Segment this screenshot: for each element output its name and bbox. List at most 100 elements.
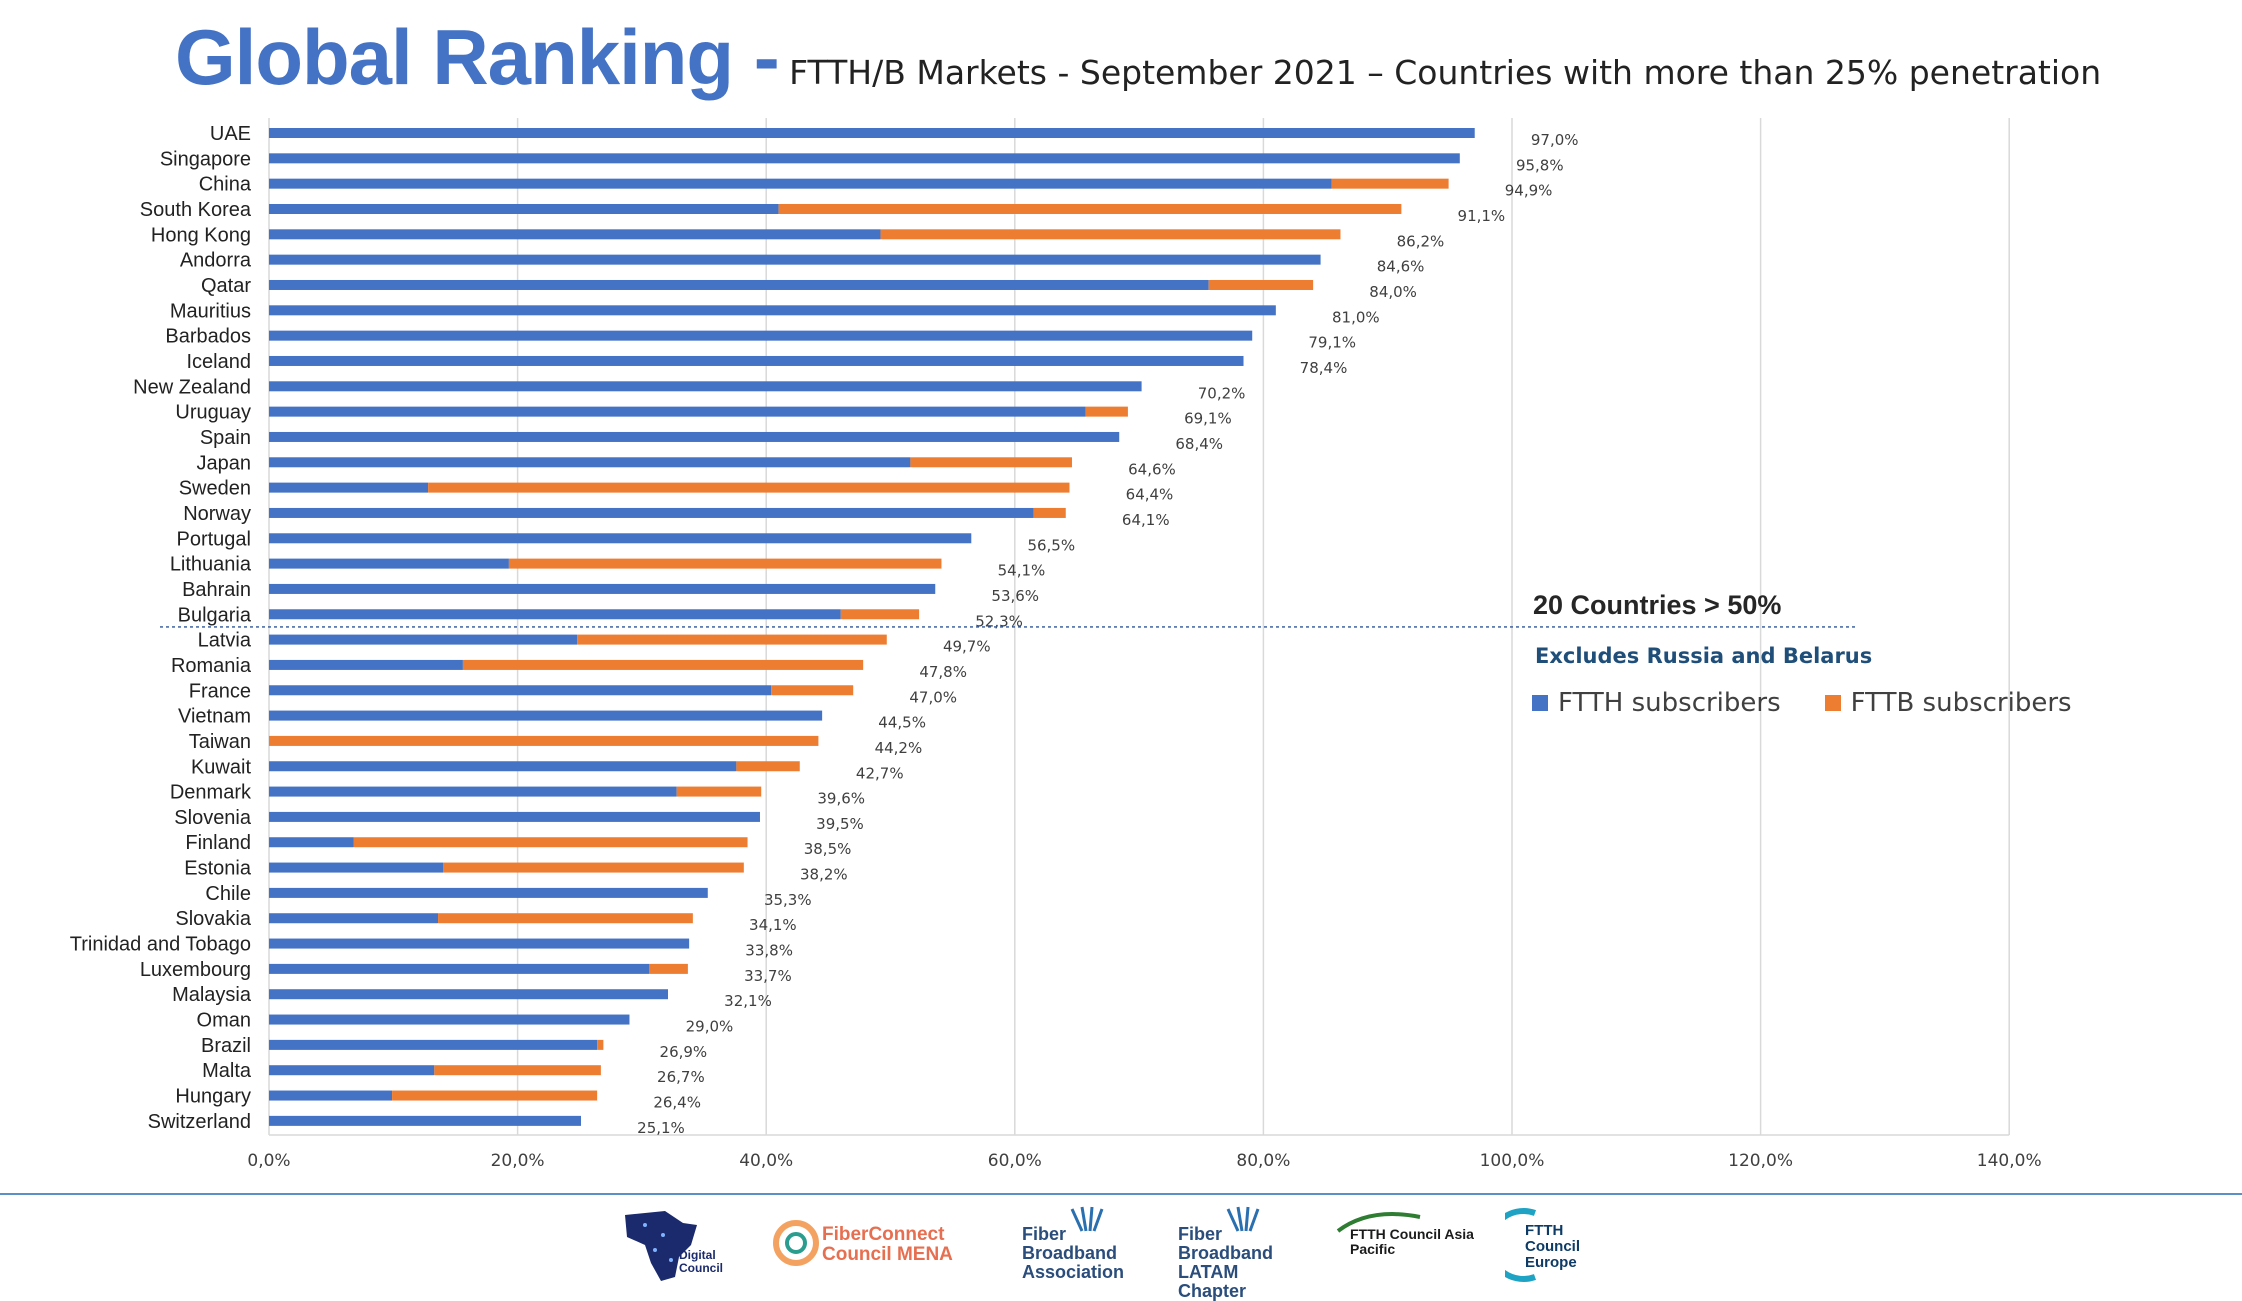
legend-swatch-ftth [1532, 695, 1548, 711]
category-label: Romania [171, 655, 252, 677]
bar-ftth [269, 1014, 630, 1025]
category-label: UAE [210, 123, 251, 145]
partner-logos: Digital Council FiberConnect Council MEN… [0, 1205, 2242, 1301]
data-label: 47,8% [919, 663, 967, 681]
bar-ftth [269, 609, 841, 620]
bar-ftth [269, 837, 354, 848]
bar-ftth [269, 533, 972, 544]
data-label: 56,5% [1027, 536, 1075, 554]
ftth-council-europe-logo-text: FTTH Council Europe [1525, 1222, 1580, 1271]
category-label: Slovenia [174, 807, 252, 829]
digital-council-logo: Digital Council [605, 1205, 725, 1285]
bar-ftth [269, 330, 1253, 341]
category-label: Chile [205, 883, 251, 905]
data-label: 33,8% [745, 942, 793, 960]
bar-fttb [353, 837, 748, 848]
category-label: Uruguay [175, 402, 251, 424]
bar-fttb [840, 609, 920, 620]
fiber-broadband-association-logo-text: Fiber Broadband Association [1022, 1224, 1125, 1282]
fiber-broadband-latam-logo-text: Fiber Broadband LATAM Chapter [1178, 1224, 1274, 1301]
bar-ftth [269, 507, 1034, 518]
bar-fttb [778, 203, 1402, 214]
data-label: 78,4% [1300, 359, 1348, 377]
data-label: 39,5% [816, 815, 864, 833]
category-label: Denmark [170, 782, 252, 804]
category-label: Latvia [198, 630, 252, 652]
bar-ftth [269, 685, 772, 696]
category-label: Hong Kong [151, 224, 251, 246]
x-tick-label: 0,0% [247, 1151, 290, 1171]
africa-map-icon [625, 1211, 697, 1281]
data-label: 70,2% [1198, 384, 1246, 402]
data-label: 44,5% [878, 714, 926, 732]
bar-ftth [269, 913, 439, 924]
legend-label-ftth: FTTH subscribers [1558, 688, 1781, 718]
data-label: 29,0% [686, 1018, 734, 1036]
category-label: South Korea [140, 199, 252, 221]
legend-item-fttb: FTTB subscribers [1824, 688, 2072, 718]
data-label: 32,1% [724, 992, 772, 1010]
category-label: Hungary [175, 1086, 251, 1108]
data-label: 53,6% [991, 587, 1039, 605]
x-tick-label: 40,0% [739, 1151, 793, 1171]
bar-ftth [269, 887, 708, 898]
bar-fttb [880, 229, 1341, 240]
bar-ftth [269, 634, 578, 645]
bar-fttb [597, 1039, 604, 1050]
category-label: Slovakia [175, 908, 251, 930]
bar-fttb [1033, 507, 1066, 518]
category-label: China [199, 174, 252, 196]
bar-fttb [1085, 406, 1128, 417]
category-label: Brazil [201, 1035, 251, 1057]
data-label: 94,9% [1505, 182, 1553, 200]
chart-legend: FTTH subscribers FTTB subscribers [1532, 688, 2072, 718]
data-label: 47,0% [909, 688, 957, 706]
category-label: Lithuania [170, 554, 252, 576]
legend-label-fttb: FTTB subscribers [1850, 688, 2072, 718]
category-label: Taiwan [189, 731, 251, 753]
footer-divider [0, 1193, 2242, 1195]
threshold-annotation: 20 Countries > 50% [1533, 590, 1782, 620]
bar-fttb [676, 786, 762, 797]
bar-ftth [269, 406, 1086, 417]
category-label: France [189, 680, 251, 702]
bar-ftth [269, 279, 1209, 290]
data-label: 39,6% [817, 790, 865, 808]
bar-fttb [508, 558, 942, 569]
data-label: 68,4% [1175, 435, 1223, 453]
data-label: 38,2% [800, 866, 848, 884]
category-label: Trinidad and Tobago [70, 934, 251, 956]
bar-fttb [392, 1090, 598, 1101]
data-label: 86,2% [1397, 232, 1445, 250]
bar-ftth [269, 355, 1244, 366]
title-row: Global Ranking - FTTH/B Markets - Septem… [175, 12, 2101, 112]
bar-fttb [649, 963, 688, 974]
bar-fttb [428, 482, 1070, 493]
category-label: Estonia [184, 858, 252, 880]
fiberconnect-ring-icon [773, 1220, 819, 1266]
data-label: 84,6% [1377, 258, 1425, 276]
category-label: Norway [183, 503, 251, 525]
bar-fttb [577, 634, 887, 645]
bar-fttb [438, 913, 693, 924]
category-label: Andorra [180, 250, 252, 272]
category-label: Vietnam [178, 706, 251, 728]
category-label: Kuwait [191, 756, 251, 778]
bar-ftth [269, 1115, 581, 1126]
fiber-broadband-latam-logo: Fiber Broadband LATAM Chapter [1176, 1205, 1306, 1301]
bar-ftth [269, 229, 881, 240]
bar-ftth [269, 989, 669, 1000]
x-tick-label: 80,0% [1236, 1151, 1290, 1171]
bar-ftth [269, 938, 690, 949]
bar-ftth [269, 963, 650, 974]
bar-ftth [269, 381, 1142, 392]
category-label: Finland [185, 832, 251, 854]
bar-fttb [443, 862, 744, 873]
data-label: 42,7% [856, 764, 904, 782]
category-label: Bahrain [182, 579, 251, 601]
bar-ftth [269, 1065, 435, 1076]
data-label: 64,6% [1128, 460, 1176, 478]
data-label: 52,3% [975, 612, 1023, 630]
bar-ftth [269, 811, 760, 822]
data-label: 44,2% [875, 739, 923, 757]
